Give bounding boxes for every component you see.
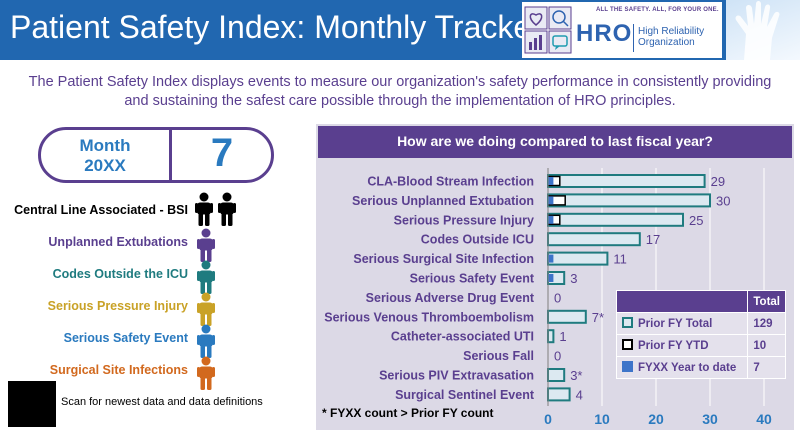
legend-item-label: Surgical Site Infections xyxy=(49,363,188,377)
value-label: 11 xyxy=(613,252,627,267)
hro-tagline: ALL THE SAFETY. ALL, FOR YOUR ONE. xyxy=(596,7,719,13)
category-label: Serious PIV Extravasation xyxy=(379,369,534,383)
legend-row-label: Prior FY YTD xyxy=(638,340,709,352)
chart-footnote: * FYXX count > Prior FY count xyxy=(322,406,494,420)
x-tick-label: 30 xyxy=(702,411,718,427)
legend-row-fyxx: FYXX Year to date 7 xyxy=(615,356,786,379)
month-label-line-2: 20XX xyxy=(84,156,126,175)
category-label: Serious Fall xyxy=(463,349,534,363)
month-value: 7 xyxy=(210,131,234,175)
bar-prior-fy-total xyxy=(547,309,587,324)
hand-icon xyxy=(735,1,780,60)
fyxx-swatch xyxy=(622,361,633,372)
value-label: 3 xyxy=(570,271,577,286)
bar-prior-fy-total xyxy=(547,368,566,382)
category-label: Serious Surgical Site Infection xyxy=(353,252,534,266)
bar-prior-fy-total xyxy=(547,193,711,208)
chart-title: How are we doing compared to last fiscal… xyxy=(397,133,713,149)
hro-icon-grid xyxy=(524,6,572,54)
hro-divider xyxy=(633,24,634,52)
hro-full-name: High Reliability Organization xyxy=(638,26,705,48)
legend-item-label: Serious Safety Event xyxy=(63,331,188,345)
category-label: CLA-Blood Stream Infection xyxy=(367,175,534,189)
legend-row-total: 10 xyxy=(747,334,786,357)
month-label-line-1: Month xyxy=(79,136,131,155)
category-label: Serious Unplanned Extubation xyxy=(352,194,534,208)
qr-code[interactable] xyxy=(8,381,56,427)
legend-row-label: Prior FY Total xyxy=(638,318,713,330)
bar-prior-fy-total xyxy=(547,232,641,247)
bar-fyxx-ytd xyxy=(548,215,554,224)
legend-row-label: FYXX Year to date xyxy=(638,362,737,374)
prior-ytd-swatch xyxy=(622,339,633,350)
category-label: Serious Venous Thromboembolism xyxy=(324,310,534,324)
legend-table-header: Total xyxy=(615,290,786,313)
month-label: Month 20XX xyxy=(41,136,169,176)
category-label: Serious Safety Event xyxy=(410,272,535,286)
category-label: Surgical Sentinel Event xyxy=(395,388,535,402)
person-icon xyxy=(197,356,215,390)
legend-row-total: 129 xyxy=(747,312,786,335)
bar-fyxx-ytd xyxy=(548,254,554,263)
legend-row-prior-ytd: Prior FY YTD 10 xyxy=(615,334,786,357)
legend-row-prior-total: Prior FY Total 129 xyxy=(615,312,786,335)
person-icon xyxy=(197,228,215,262)
legend-item-label: Unplanned Extubations xyxy=(48,235,188,249)
person-icon xyxy=(218,192,236,226)
value-label: 29 xyxy=(711,174,725,189)
person-icon xyxy=(197,260,215,294)
prior-total-swatch xyxy=(622,317,633,328)
month-indicator: Month 20XX 7 xyxy=(38,127,274,183)
legend-item-label: Serious Pressure Injury xyxy=(47,299,188,313)
value-label: 25 xyxy=(689,213,703,228)
bar-prior-fy-total xyxy=(547,387,571,402)
category-label: Serious Pressure Injury xyxy=(394,213,534,227)
legend-row-total: 7 xyxy=(747,356,786,379)
bar-fyxx-ytd xyxy=(548,196,554,205)
chart-header: How are we doing compared to last fiscal… xyxy=(318,126,792,158)
bar-prior-fy-total xyxy=(547,251,609,266)
x-tick-label: 40 xyxy=(756,411,772,427)
page-title: Patient Safety Index: Monthly Tracker xyxy=(10,9,542,45)
person-icon xyxy=(197,292,215,326)
category-label: Catheter-associated UTI xyxy=(391,330,534,344)
legend-item-label: Codes Outside the ICU xyxy=(52,267,188,281)
value-label: 0 xyxy=(554,349,561,364)
value-label: 17 xyxy=(646,232,660,247)
person-icon xyxy=(195,192,213,226)
qr-caption: Scan for newest data and data definition… xyxy=(61,396,263,408)
bar-prior-fy-total xyxy=(547,212,684,227)
bar-fyxx-ytd xyxy=(548,274,554,282)
x-tick-label: 20 xyxy=(648,411,664,427)
bar-prior-fy-total xyxy=(547,329,555,344)
legend-table-header-blank xyxy=(615,290,749,313)
legend-table-header-total: Total xyxy=(747,290,786,313)
value-label: 4 xyxy=(576,387,583,402)
intro-text: The Patient Safety Index displays events… xyxy=(28,74,772,109)
value-label: 3* xyxy=(570,368,582,383)
legend-table: Total Prior FY Total 129 Prior FY YTD 10… xyxy=(615,290,786,379)
hro-logo: ALL THE SAFETY. ALL, FOR YOUR ONE. HRO H… xyxy=(522,2,722,58)
category-label: Serious Adverse Drug Event xyxy=(366,291,535,305)
x-tick-label: 0 xyxy=(544,411,552,427)
x-tick-label: 10 xyxy=(594,411,610,427)
value-label: 7* xyxy=(592,310,604,325)
value-label: 0 xyxy=(554,290,561,305)
month-divider xyxy=(169,127,172,183)
legend-item-label: Central Line Associated - BSI xyxy=(14,203,188,217)
value-label: 30 xyxy=(716,193,730,208)
person-icon xyxy=(197,324,215,358)
hro-abbreviation: HRO xyxy=(576,20,633,47)
hand-image xyxy=(726,0,800,60)
bar-fyxx-ytd xyxy=(548,177,554,185)
header-bar: Patient Safety Index: Monthly Tracker AL… xyxy=(0,0,800,60)
value-label: 1 xyxy=(559,329,566,344)
bar-prior-fy-total xyxy=(547,174,706,188)
category-label: Codes Outside ICU xyxy=(421,233,534,247)
